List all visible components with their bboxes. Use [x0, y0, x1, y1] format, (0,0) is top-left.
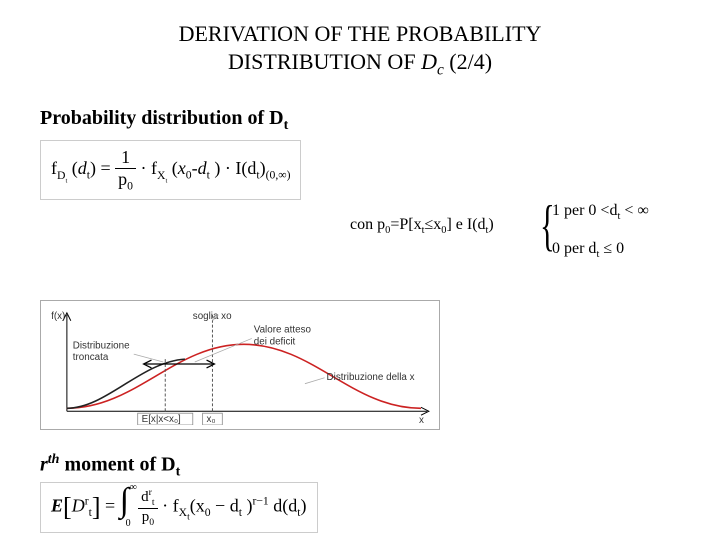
distr-tronc2: troncata	[73, 352, 109, 363]
formula1: fDt (dt) = 1 p0 · fXt (x0-dt ) · I(dt)(0…	[40, 140, 301, 200]
distribution-graph: f(x) x soglia xo Distribuzione troncata …	[40, 300, 440, 430]
indicator-top: 1 per 0 <dt < ∞	[552, 202, 649, 222]
integral-icon: ∫ ∞ 0	[120, 488, 134, 528]
distr-x: Distribuzione della x	[327, 372, 415, 383]
ylabel: f(x)	[51, 311, 65, 322]
section2-heading: rth moment of Dt	[40, 452, 180, 481]
soglia-label: soglia xo	[193, 311, 232, 322]
title-line2-prefix: DISTRIBUTION OF	[228, 49, 421, 74]
valatteso2: dei deficit	[254, 336, 296, 347]
ex-label: E[x|x<x₀]	[142, 414, 181, 425]
fraction2: drt p0	[138, 487, 157, 528]
rhs-annotation: con p0=P[xt≤x0] e I(dt)	[350, 216, 494, 236]
graph-svg: f(x) x soglia xo Distribuzione troncata …	[45, 305, 435, 425]
title-suffix: (2/4)	[444, 49, 492, 74]
x0-label: x₀	[207, 414, 216, 425]
valatteso1: Valore atteso	[254, 325, 312, 336]
xlabel: x	[419, 415, 424, 425]
title-symbol: Dc	[421, 49, 444, 74]
fraction: 1 p0	[115, 147, 136, 193]
indicator-bottom: 0 per dt ≤ 0	[552, 240, 624, 260]
black-curve	[67, 359, 185, 408]
slide-title: DERIVATION OF THE PROBABILITY DISTRIBUTI…	[0, 20, 720, 79]
section1-heading: Probability distribution of Dt	[40, 107, 720, 134]
formula2: E[Drt] = ∫ ∞ 0 drt p0 · fXt(x0 − dt )r−1…	[40, 482, 318, 533]
distr-tronc1: Distribuzione	[73, 340, 130, 351]
title-line1: DERIVATION OF THE PROBABILITY	[179, 21, 542, 46]
